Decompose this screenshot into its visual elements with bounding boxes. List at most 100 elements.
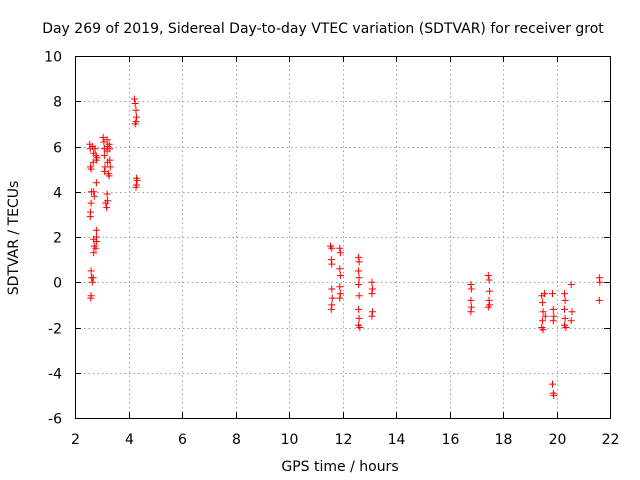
data-point <box>106 163 114 171</box>
data-point <box>88 278 96 286</box>
data-point <box>355 314 363 322</box>
data-point <box>132 106 140 114</box>
data-point <box>355 274 363 282</box>
data-point <box>86 213 94 221</box>
data-point <box>328 244 336 252</box>
data-point <box>92 238 100 245</box>
data-point <box>105 140 113 148</box>
data-point <box>103 190 111 198</box>
data-point <box>90 188 98 196</box>
data-point <box>562 324 570 331</box>
data-point <box>92 226 100 234</box>
data-point <box>106 156 114 164</box>
data-point <box>336 283 344 291</box>
data-point <box>484 272 492 279</box>
x-axis-title: GPS time / hours <box>281 459 398 475</box>
data-point <box>549 305 557 313</box>
data-point <box>103 204 111 212</box>
x-tick-label: 4 <box>125 432 134 448</box>
y-tick-label: 0 <box>53 276 62 292</box>
data-point <box>368 290 376 298</box>
data-point <box>336 249 344 257</box>
data-point <box>541 290 548 298</box>
data-point <box>336 290 344 298</box>
data-point <box>467 308 475 316</box>
data-point <box>87 199 95 207</box>
chart-title: Day 269 of 2019, Sidereal Day-to-day VTE… <box>42 21 604 37</box>
data-point <box>328 285 336 293</box>
data-point <box>356 324 364 331</box>
x-tick-label: 16 <box>442 432 460 448</box>
data-point <box>328 260 336 268</box>
data-point <box>132 183 140 191</box>
data-point <box>133 176 141 184</box>
data-point <box>561 314 569 322</box>
data-point <box>355 305 363 313</box>
data-point <box>539 326 547 334</box>
data-point <box>328 294 336 302</box>
y-tick-label: 2 <box>53 231 62 247</box>
grid-lines <box>75 56 610 418</box>
data-point <box>89 274 97 282</box>
data-point <box>541 312 549 320</box>
axis-ticks: 2 4 6 8 10 12 14 16 18 20 22 -6 -4 -2 0 2 4 6 8 10 <box>44 50 619 449</box>
data-point <box>87 165 95 173</box>
plot-frame <box>75 56 611 419</box>
y-tick-label: 6 <box>53 141 62 157</box>
data-point <box>561 305 568 313</box>
x-tick-label: 10 <box>281 432 299 448</box>
x-tick-label: 20 <box>549 432 567 448</box>
x-tick-label: 2 <box>71 432 80 448</box>
y-tick-label: -4 <box>48 367 62 383</box>
data-point <box>539 299 547 307</box>
x-tick-label: 14 <box>388 432 406 448</box>
data-point <box>91 145 99 153</box>
data-point <box>327 305 335 313</box>
data-point <box>355 267 363 275</box>
data-point <box>369 285 376 293</box>
data-point <box>467 296 475 304</box>
data-point <box>131 100 139 107</box>
data-point <box>539 317 547 325</box>
x-tick-label: 12 <box>335 432 353 448</box>
y-axis-title: SDTVAR / TECUs <box>6 181 22 296</box>
data-point <box>130 95 138 103</box>
data-point <box>368 278 376 286</box>
data-point <box>355 258 363 266</box>
data-point <box>87 294 95 302</box>
data-points <box>86 95 604 399</box>
y-tick-label: -6 <box>48 412 62 428</box>
data-point <box>103 136 111 144</box>
data-point <box>550 391 558 399</box>
data-point <box>87 267 95 275</box>
data-point <box>595 296 603 304</box>
data-point <box>567 281 575 288</box>
y-tick-label: 10 <box>44 50 62 66</box>
data-point <box>90 192 98 200</box>
x-tick-label: 6 <box>178 432 187 448</box>
data-point <box>336 265 344 273</box>
data-point <box>104 197 112 205</box>
data-point <box>355 292 363 300</box>
data-point <box>567 317 575 325</box>
x-tick-label: 8 <box>232 432 241 448</box>
data-point <box>484 303 492 311</box>
data-point <box>92 244 100 252</box>
y-tick-label: 8 <box>53 95 62 111</box>
x-tick-label: 22 <box>602 432 620 448</box>
data-point <box>106 145 114 153</box>
data-point <box>549 317 557 325</box>
data-point <box>100 152 108 160</box>
data-point <box>105 172 113 180</box>
data-point <box>92 179 100 187</box>
data-point <box>485 276 493 284</box>
data-point <box>561 296 569 304</box>
data-point <box>561 290 568 298</box>
data-point <box>336 244 344 252</box>
y-tick-label: -2 <box>48 322 62 338</box>
data-point <box>93 154 101 162</box>
x-tick-label: 18 <box>495 432 513 448</box>
data-point <box>596 278 604 286</box>
data-point <box>336 272 344 279</box>
